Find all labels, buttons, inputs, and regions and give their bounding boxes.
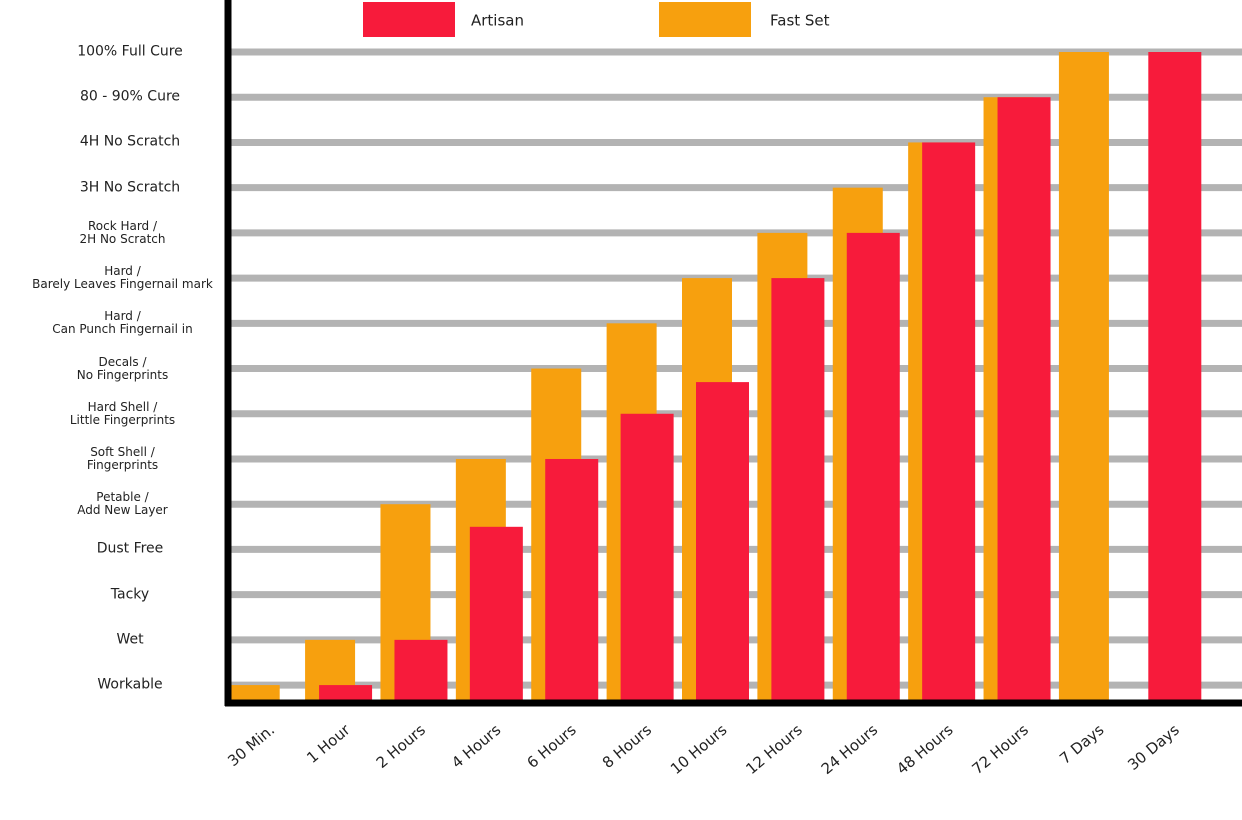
y-tick-label: 4H No Scratch (79, 133, 181, 150)
y-tick-label: Workable (97, 676, 163, 693)
y-tick-label: Hard Shell / Little Fingerprints (69, 399, 176, 427)
bar (846, 232, 900, 700)
bar (394, 639, 448, 700)
y-tick-label: Wet (116, 631, 144, 648)
legend-label: Fast Set (770, 12, 830, 30)
x-tick-label: 30 Days (1124, 721, 1183, 774)
x-tick-label: 2 Hours (373, 721, 429, 772)
y-tick-label: 80 - 90% Cure (79, 88, 181, 105)
x-tick-label: 8 Hours (599, 721, 655, 772)
bar (545, 458, 599, 700)
x-tick-label: 10 Hours (667, 721, 731, 778)
bar (1058, 52, 1109, 701)
x-tick-label: 4 Hours (448, 721, 504, 772)
bar (696, 382, 749, 700)
y-tick-label: 100% Full Cure (77, 43, 183, 60)
x-tick-label: 72 Hours (968, 721, 1032, 778)
bar (997, 97, 1051, 700)
y-tick-label: Decals / No Fingerprints (76, 354, 169, 382)
x-tick-label: 6 Hours (523, 721, 579, 772)
x-tick-label: 1 Hour (303, 720, 354, 767)
bar (229, 685, 280, 700)
y-tick-label: Dust Free (96, 540, 164, 557)
x-tick-label: 48 Hours (893, 721, 957, 778)
legend-swatch (659, 2, 751, 37)
y-tick-label: Petable / Add New Layer (77, 490, 168, 518)
bar (922, 142, 976, 700)
y-tick-label: Tacky (110, 586, 150, 603)
x-tick-label: 30 Min. (224, 721, 278, 770)
y-tick-label: 3H No Scratch (79, 179, 181, 196)
legend-swatch (363, 2, 455, 37)
x-tick-label: 7 Days (1056, 721, 1107, 768)
x-tick-label: 12 Hours (742, 721, 806, 778)
bar (620, 413, 674, 700)
bar (469, 526, 523, 700)
x-tick-label: 24 Hours (818, 721, 882, 778)
y-tick-label: Hard / Can Punch Fingernail in (52, 309, 193, 337)
y-tick-label: Hard / Barely Leaves Fingernail mark (32, 264, 213, 292)
bar (771, 278, 825, 700)
y-tick-label: Soft Shell / Fingerprints (86, 444, 159, 472)
y-tick-label: Rock Hard / 2H No Scratch (79, 218, 166, 246)
bar (319, 685, 373, 700)
legend-label: Artisan (471, 12, 524, 30)
bar (1148, 52, 1202, 701)
